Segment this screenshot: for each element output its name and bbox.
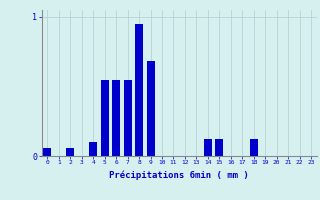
Bar: [112, 80, 120, 156]
Bar: [66, 148, 74, 156]
X-axis label: Précipitations 6min ( mm ): Précipitations 6min ( mm ): [109, 171, 249, 180]
Bar: [124, 80, 132, 156]
Bar: [215, 139, 223, 156]
Bar: [204, 139, 212, 156]
Bar: [89, 142, 97, 156]
Bar: [43, 148, 51, 156]
Bar: [147, 61, 155, 156]
Bar: [135, 24, 143, 156]
Bar: [250, 139, 258, 156]
Bar: [101, 80, 109, 156]
